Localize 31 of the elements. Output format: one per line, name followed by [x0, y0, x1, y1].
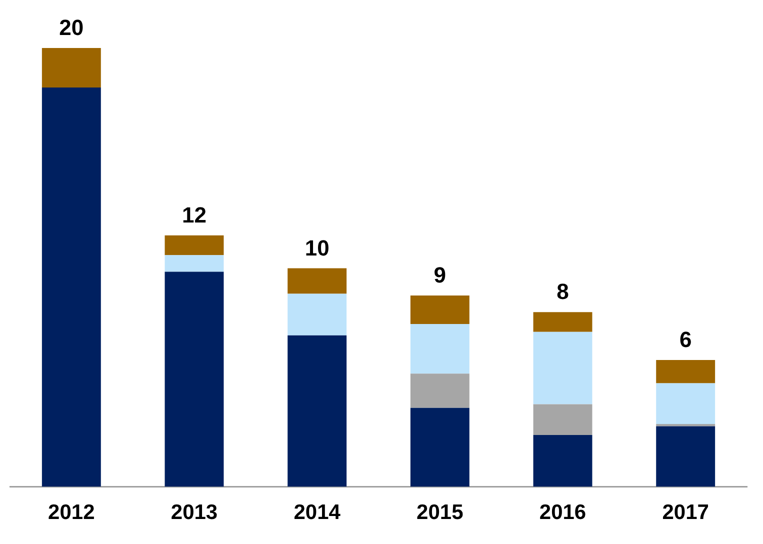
bar — [533, 404, 592, 436]
bar — [656, 383, 716, 424]
x-tick-label: 2012 — [48, 501, 95, 524]
bar — [533, 332, 592, 404]
bar — [410, 324, 470, 374]
bar — [410, 374, 470, 408]
annotation: 9 — [434, 262, 446, 288]
x-tick-label: 2013 — [170, 501, 218, 524]
bar — [656, 426, 716, 487]
x-tick-label: 2017 — [662, 501, 709, 524]
bar — [42, 87, 101, 487]
bar — [656, 360, 716, 384]
x-tick-label: 2014 — [294, 501, 341, 524]
bar — [288, 268, 347, 294]
bar — [42, 48, 101, 88]
x-tick-label: 2016 — [539, 501, 586, 524]
annotation: 8 — [556, 279, 569, 304]
bar — [410, 408, 470, 487]
annotation: 20 — [59, 15, 84, 40]
annotation: 12 — [182, 202, 206, 228]
bar — [164, 235, 224, 256]
bar — [164, 272, 224, 487]
annotation: 10 — [304, 235, 330, 260]
bar — [533, 435, 592, 487]
bar — [288, 335, 347, 487]
bar — [410, 295, 470, 324]
x-tick-label: 2015 — [416, 501, 464, 524]
annotation: 6 — [679, 327, 692, 352]
bar — [288, 294, 347, 336]
bar — [164, 255, 224, 272]
bar — [533, 312, 592, 332]
